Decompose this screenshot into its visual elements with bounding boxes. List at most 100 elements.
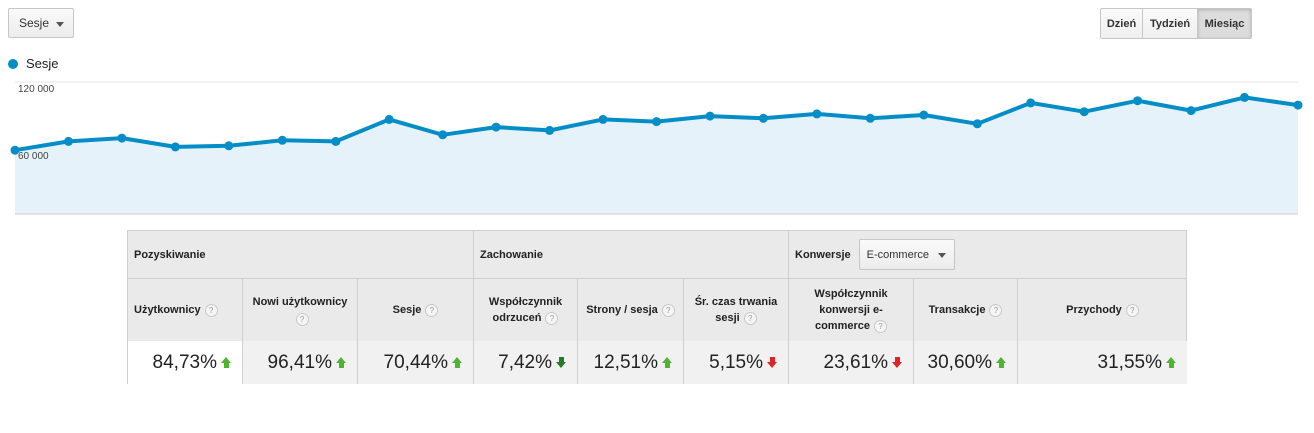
legend-label: Sesje <box>26 56 59 71</box>
data-point-1[interactable] <box>64 136 73 146</box>
data-point-18[interactable] <box>972 119 982 129</box>
group-conversions: Konwersje E-commerce <box>789 231 1187 279</box>
data-point-22[interactable] <box>1186 106 1196 116</box>
header-pages-per-session: Strony / sesja? <box>578 279 684 341</box>
legend-dot-icon <box>8 58 18 69</box>
trend-down-icon <box>892 357 903 368</box>
trend-up-icon <box>221 357 232 368</box>
y-tick-label-mid: 60 000 <box>18 151 49 162</box>
value-pages-per-session-text: 12,51% <box>593 351 658 373</box>
header-bounce-rate: Współczynnik odrzuceń? <box>474 279 578 341</box>
data-point-10[interactable] <box>545 125 555 135</box>
header-revenue: Przychody? <box>1018 279 1187 341</box>
metric-selector-label: Sesje <box>19 16 50 30</box>
data-point-21[interactable] <box>1133 96 1143 106</box>
value-new-users: 96,41% <box>243 341 358 384</box>
group-behavior: Zachowanie <box>474 231 789 279</box>
conversion-type-value: E-commerce <box>866 248 929 261</box>
header-sessions: Sesje? <box>358 279 474 341</box>
value-avg-session-duration-text: 5,15% <box>709 351 763 373</box>
value-revenue: 31,55% <box>1018 341 1187 384</box>
data-point-20[interactable] <box>1079 107 1089 117</box>
value-ecommerce-conversion-rate: 23,61% <box>789 341 914 384</box>
help-icon[interactable]: ? <box>989 303 1003 317</box>
value-ecommerce-conversion-rate-text: 23,61% <box>823 351 888 373</box>
group-behavior-label: Zachowanie <box>480 248 543 261</box>
value-sessions: 70,44% <box>358 341 474 384</box>
header-users-label: Użytkownicy <box>134 304 201 316</box>
value-bounce-rate: 7,42% <box>474 341 578 384</box>
help-icon[interactable]: ? <box>204 303 218 317</box>
header-avg-session-duration-label: Śr. czas trwania sesji <box>694 296 778 324</box>
data-point-5[interactable] <box>277 135 287 145</box>
trend-up-icon <box>336 357 347 368</box>
value-users: 84,73% <box>128 341 243 384</box>
group-acquisition-label: Pozyskiwanie <box>134 248 206 261</box>
value-revenue-text: 31,55% <box>1097 351 1162 373</box>
data-point-4[interactable] <box>224 141 234 151</box>
data-point-15[interactable] <box>812 109 822 119</box>
header-sessions-label: Sesje <box>392 304 422 316</box>
chevron-down-icon <box>937 253 946 258</box>
data-point-11[interactable] <box>598 114 608 124</box>
header-revenue-label: Przychody <box>1066 304 1122 316</box>
period-month-button[interactable]: Miesiąc <box>1198 9 1251 38</box>
data-point-7[interactable] <box>384 114 394 124</box>
header-new-users-label: Nowi użytkownicy <box>252 296 348 308</box>
header-transactions: Transakcje? <box>914 279 1018 341</box>
value-sessions-text: 70,44% <box>383 351 448 373</box>
data-point-23[interactable] <box>1240 92 1249 102</box>
help-icon[interactable]: ? <box>874 319 888 333</box>
help-icon[interactable]: ? <box>1125 303 1139 317</box>
group-acquisition: Pozyskiwanie <box>128 231 474 279</box>
value-transactions: 30,60% <box>914 341 1018 384</box>
data-point-2[interactable] <box>117 133 127 143</box>
data-point-16[interactable] <box>865 113 875 123</box>
chevron-down-icon <box>56 22 64 27</box>
help-icon[interactable]: ? <box>545 311 559 325</box>
data-point-17[interactable] <box>919 110 929 120</box>
data-point-6[interactable] <box>331 136 341 146</box>
data-point-9[interactable] <box>491 122 501 132</box>
trend-up-icon <box>452 357 463 368</box>
trend-up-icon <box>996 357 1007 368</box>
conversion-type-select[interactable]: E-commerce <box>858 239 955 270</box>
scorecard-table: Pozyskiwanie Zachowanie Konwersje E-comm… <box>127 230 1187 384</box>
value-pages-per-session: 12,51% <box>578 341 684 384</box>
help-icon[interactable]: ? <box>743 311 757 325</box>
metric-selector[interactable]: Sesje <box>8 8 74 38</box>
data-point-14[interactable] <box>758 113 768 123</box>
help-icon[interactable]: ? <box>425 303 439 317</box>
header-transactions-label: Transakcje <box>928 304 986 316</box>
header-ecommerce-conversion-rate-label: Współczynnik konwersji e-commerce <box>814 288 888 332</box>
header-pages-per-session-label: Strony / sesja <box>586 304 658 316</box>
data-point-8[interactable] <box>438 130 448 140</box>
data-point-24[interactable] <box>1293 100 1303 110</box>
header-ecommerce-conversion-rate: Współczynnik konwersji e-commerce? <box>789 279 914 341</box>
value-new-users-text: 96,41% <box>267 351 332 373</box>
header-avg-session-duration: Śr. czas trwania sesji? <box>684 279 789 341</box>
trend-down-icon <box>767 357 778 368</box>
data-point-19[interactable] <box>1026 98 1036 108</box>
help-icon[interactable]: ? <box>661 303 675 317</box>
period-toggle: Dzień Tydzień Miesiąc <box>1100 8 1252 39</box>
series-area <box>15 97 1298 214</box>
value-users-text: 84,73% <box>152 351 217 373</box>
value-transactions-text: 30,60% <box>927 351 992 373</box>
group-conversions-label: Konwersje <box>795 248 851 261</box>
data-point-13[interactable] <box>705 111 715 121</box>
help-icon[interactable]: ? <box>295 313 309 326</box>
data-point-0[interactable] <box>10 145 20 155</box>
header-new-users: Nowi użytkownicy? <box>243 279 358 341</box>
value-avg-session-duration: 5,15% <box>684 341 789 384</box>
data-point-12[interactable] <box>652 117 661 127</box>
sessions-line-chart <box>10 81 1303 215</box>
period-week-button[interactable]: Tydzień <box>1143 9 1198 38</box>
trend-up-icon <box>1166 357 1177 368</box>
header-bounce-rate-label: Współczynnik odrzuceń <box>488 296 563 324</box>
period-day-button[interactable]: Dzień <box>1101 9 1143 38</box>
chart-legend: Sesje <box>8 56 59 71</box>
data-point-3[interactable] <box>170 142 180 152</box>
trend-down-good-icon <box>556 357 567 368</box>
